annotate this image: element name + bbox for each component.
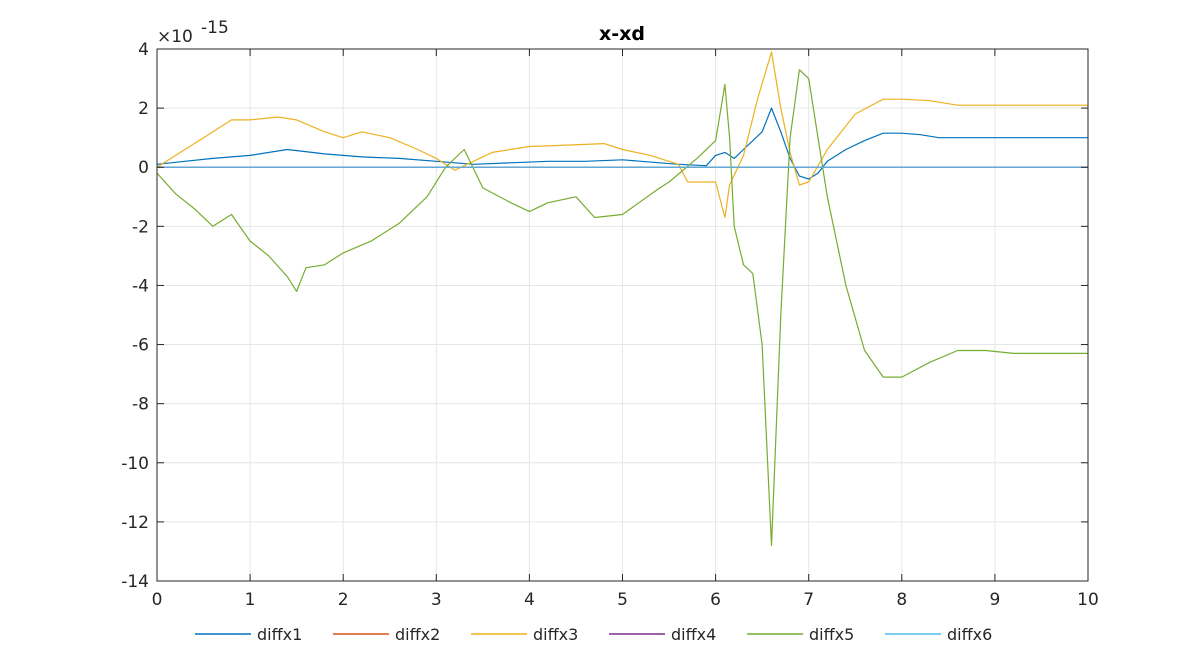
- legend-label-diffx3: diffx3: [533, 625, 578, 644]
- y-tick-label: -4: [132, 276, 149, 296]
- legend: diffx1 diffx2 diffx3 diffx4 diffx5 diffx6: [195, 625, 992, 644]
- x-tick-label: 6: [710, 590, 721, 610]
- chart-title: x-xd: [599, 23, 645, 45]
- y-exponent-base: ×10: [157, 27, 193, 47]
- series-line-diffx1: [156, 107, 1088, 180]
- x-tick-label: 5: [617, 590, 628, 610]
- legend-label-diffx2: diffx2: [395, 625, 440, 644]
- y-tick-label: -10: [121, 454, 149, 474]
- y-tick-label: 2: [138, 99, 149, 119]
- x-tick-label: 10: [1077, 590, 1099, 610]
- y-tick-label: -12: [121, 513, 149, 533]
- y-exponent-power: -15: [201, 18, 229, 38]
- x-tick-label: 3: [431, 590, 442, 610]
- x-tick-label: 7: [803, 590, 814, 610]
- legend-label-diffx1: diffx1: [257, 625, 302, 644]
- y-tick-label: -6: [132, 336, 149, 356]
- y-axis-ticks: 4 2 0 -2 -4 -6 -8 -10 -12 -14: [121, 40, 1088, 592]
- series-line-diffx3: [156, 51, 1088, 219]
- y-tick-label: 4: [138, 40, 149, 60]
- y-tick-label: 0: [138, 158, 149, 178]
- series-line-diffx5: [156, 69, 1088, 547]
- y-tick-label: -8: [132, 395, 149, 415]
- x-tick-label: 2: [338, 590, 349, 610]
- x-tick-label: 4: [524, 590, 535, 610]
- y-tick-label: -2: [132, 217, 149, 237]
- legend-label-diffx5: diffx5: [809, 625, 854, 644]
- y-tick-label: -14: [121, 572, 149, 592]
- series-layer: [156, 51, 1088, 547]
- x-axis-ticks: 0 1 2 3 4 5 6 7 8 9 10: [152, 49, 1099, 610]
- x-tick-label: 9: [989, 590, 1000, 610]
- legend-label-diffx4: diffx4: [671, 625, 716, 644]
- x-tick-label: 0: [152, 590, 163, 610]
- legend-label-diffx6: diffx6: [947, 625, 992, 644]
- x-tick-label: 1: [245, 590, 256, 610]
- x-tick-label: 8: [896, 590, 907, 610]
